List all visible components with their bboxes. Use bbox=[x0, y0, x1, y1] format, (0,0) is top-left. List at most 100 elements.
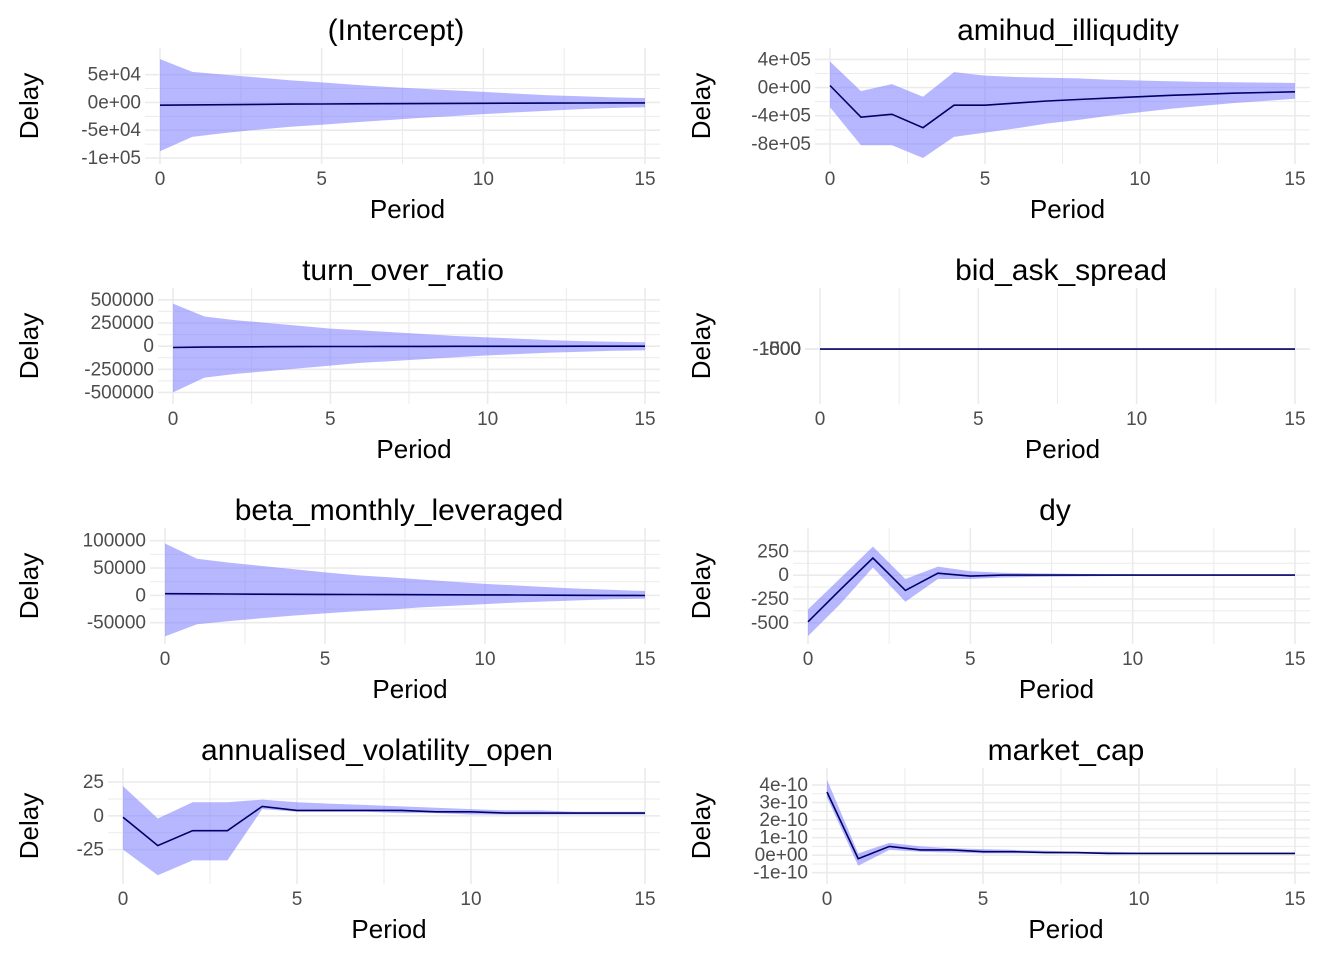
confidence-band bbox=[830, 61, 1295, 158]
y-axis-label: Delay bbox=[14, 313, 44, 379]
x-tick-label: 10 bbox=[473, 169, 494, 190]
x-tick-label: 10 bbox=[1129, 169, 1150, 190]
x-tick-label: 0 bbox=[168, 409, 179, 430]
x-axis-label: Period bbox=[376, 434, 451, 464]
panel-5: 0 5 10 15 -500 -250 0 250 dy Period Delay bbox=[686, 494, 1310, 704]
x-tick-label: 10 bbox=[1126, 409, 1147, 430]
x-axis-label: Period bbox=[351, 914, 426, 944]
chart-title: amihud_illiqudity bbox=[957, 14, 1179, 47]
y-axis-label: Delay bbox=[686, 793, 716, 859]
y-axis-label: Delay bbox=[14, 73, 44, 139]
y-axis-label: Delay bbox=[686, 73, 716, 139]
y-tick-label: 4e+05 bbox=[758, 49, 811, 70]
y-tick-label: 250 bbox=[757, 541, 789, 562]
y-tick-label: -1e-10 bbox=[753, 863, 808, 884]
x-tick-label: 15 bbox=[1284, 889, 1305, 910]
y-tick-label: 250000 bbox=[91, 313, 154, 334]
y-tick-label: 50000 bbox=[93, 558, 146, 579]
chart-title: turn_over_ratio bbox=[302, 254, 504, 287]
x-tick-label: 0 bbox=[803, 649, 814, 670]
y-tick-label: 100000 bbox=[83, 531, 146, 552]
x-tick-label: 15 bbox=[634, 889, 655, 910]
y-tick-label: -4e+05 bbox=[751, 106, 811, 127]
chart-title: beta_monthly_leveraged bbox=[235, 494, 564, 527]
y-tick-label: -500 bbox=[763, 339, 801, 360]
y-tick-label: -500 bbox=[751, 613, 789, 634]
confidence-band bbox=[808, 546, 1295, 637]
x-tick-label: 15 bbox=[634, 169, 655, 190]
panel-6: 0 5 10 15 -25 0 25 annualised_volatility_open Pe… bbox=[14, 734, 660, 944]
x-tick-label: 5 bbox=[965, 649, 976, 670]
y-tick-label: 500 bbox=[769, 339, 801, 360]
x-tick-label: 15 bbox=[634, 409, 655, 430]
y-tick-label: -8e+05 bbox=[751, 134, 811, 155]
chart-title: annualised_volatility_open bbox=[201, 734, 553, 767]
y-tick-label: 0e+00 bbox=[758, 78, 811, 99]
y-tick-label: -1e+05 bbox=[81, 148, 141, 169]
x-tick-label: 5 bbox=[320, 649, 331, 670]
x-axis-label: Period bbox=[1028, 914, 1103, 944]
panel-3: 0 5 10 15-1000-50005001000bid_ask_spreadPer… bbox=[686, 254, 1310, 464]
y-tick-label: 0 bbox=[135, 585, 146, 606]
y-tick-label: 5e+04 bbox=[88, 65, 142, 86]
x-tick-label: 10 bbox=[477, 409, 498, 430]
y-axis-label: Delay bbox=[686, 553, 716, 619]
confidence-band bbox=[160, 59, 645, 152]
x-tick-label: 0 bbox=[822, 889, 833, 910]
y-tick-label: 4e-10 bbox=[759, 775, 808, 796]
x-tick-label: 5 bbox=[292, 889, 303, 910]
x-tick-label: 5 bbox=[978, 889, 989, 910]
y-tick-label: -250000 bbox=[84, 359, 154, 380]
y-tick-label: 25 bbox=[83, 772, 104, 793]
panel-4: 0 5 10 15 -50000 0 50000 100000 beta_monthly_lev… bbox=[14, 494, 660, 704]
series-line bbox=[807, 556, 1295, 623]
y-tick-label: -5e+04 bbox=[81, 120, 141, 141]
x-tick-label: 15 bbox=[1284, 409, 1305, 430]
x-tick-label: 0 bbox=[815, 409, 826, 430]
y-axis-label: Delay bbox=[14, 793, 44, 859]
series-line bbox=[164, 592, 646, 597]
x-axis-label: Period bbox=[1030, 194, 1105, 224]
y-tick-label: 0e+00 bbox=[755, 845, 808, 866]
x-tick-label: 15 bbox=[634, 649, 655, 670]
x-tick-label: 15 bbox=[1284, 649, 1305, 670]
x-tick-label: 0 bbox=[118, 889, 129, 910]
y-tick-label: 3e-10 bbox=[759, 793, 808, 814]
y-tick-label: 0e+00 bbox=[88, 92, 141, 113]
series-line bbox=[172, 345, 645, 349]
confidence-band bbox=[173, 303, 645, 393]
chart-title: dy bbox=[1039, 494, 1071, 527]
series-line bbox=[829, 84, 1296, 129]
y-tick-label: -25 bbox=[77, 840, 104, 861]
chart-title: (Intercept) bbox=[328, 14, 465, 47]
x-tick-label: 0 bbox=[155, 169, 166, 190]
x-tick-label: 10 bbox=[1128, 889, 1149, 910]
x-axis-label: Period bbox=[370, 194, 445, 224]
series-line bbox=[159, 102, 645, 106]
x-tick-label: 10 bbox=[460, 889, 481, 910]
y-tick-label: 1000 bbox=[759, 339, 801, 360]
y-tick-label: -500000 bbox=[84, 382, 154, 403]
y-tick-label: 0 bbox=[143, 336, 154, 357]
x-axis-label: Period bbox=[1025, 434, 1100, 464]
y-axis-label: Delay bbox=[14, 553, 44, 619]
x-tick-label: 5 bbox=[316, 169, 327, 190]
panel-1: 0 5 10 15 -8e+05 -4e+05 0e+00 4e+05 amihud_illiq… bbox=[686, 14, 1310, 224]
x-tick-label: 5 bbox=[973, 409, 984, 430]
x-tick-label: 15 bbox=[1284, 169, 1305, 190]
x-tick-label: 10 bbox=[474, 649, 495, 670]
chart-title: market_cap bbox=[988, 734, 1145, 767]
panel-0: 0 5 10 15 -1e+05 -5e+04 0e+00 5e+04 (Intercept) P… bbox=[14, 14, 660, 224]
y-tick-label: 0 bbox=[93, 806, 104, 827]
y-tick-label: 2e-10 bbox=[759, 810, 808, 831]
series-line bbox=[826, 791, 1295, 860]
y-tick-label: 1e-10 bbox=[759, 828, 808, 849]
x-axis-label: Period bbox=[1019, 674, 1094, 704]
confidence-band bbox=[165, 543, 645, 637]
y-axis-label: Delay bbox=[686, 313, 716, 379]
y-tick-label: 0 bbox=[778, 565, 789, 586]
x-tick-label: 10 bbox=[1122, 649, 1143, 670]
x-tick-label: 0 bbox=[825, 169, 836, 190]
panel-2: 0 5 10 15-500000-2500000250000500000turn_ov… bbox=[14, 254, 660, 464]
